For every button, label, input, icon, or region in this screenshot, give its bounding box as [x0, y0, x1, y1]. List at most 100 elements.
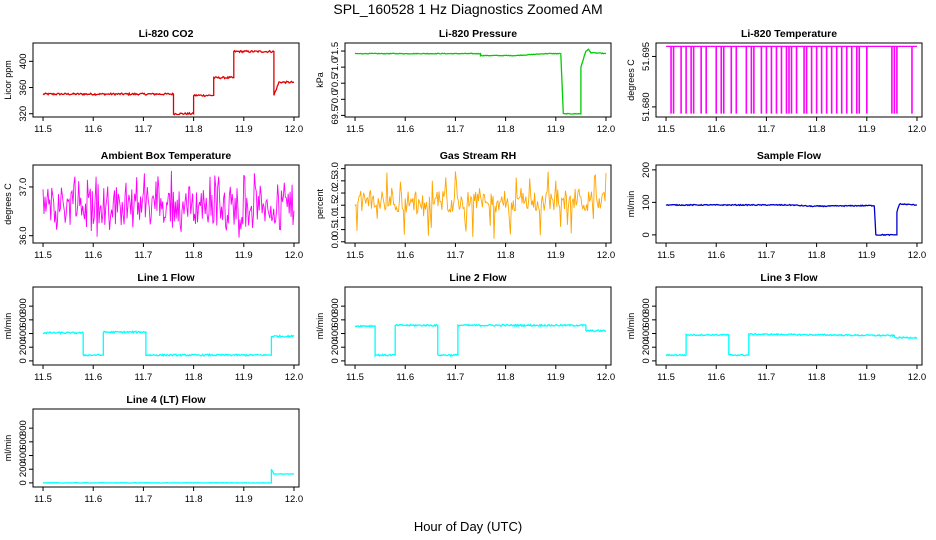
panel-title: Gas Stream RH — [440, 150, 516, 162]
series-group — [354, 48, 607, 115]
plot-frame — [32, 42, 300, 118]
x-tick-label: 11.8 — [808, 124, 826, 135]
y-tick-label: 400 — [18, 326, 29, 342]
y-tick-label: 3.0 — [330, 162, 341, 175]
y-axis-label: degrees C — [626, 59, 636, 101]
x-tick-label: 11.5 — [346, 372, 364, 383]
x-tick-label: 12.0 — [908, 372, 927, 383]
plot-frame — [344, 42, 612, 118]
y-axis-label: ml/min — [3, 313, 13, 340]
x-tick-label: 11.5 — [657, 250, 675, 261]
panel-title: Line 3 Flow — [760, 272, 818, 284]
y-tick-label: 600 — [18, 434, 29, 450]
y-tick-label: 200 — [330, 339, 341, 355]
y-tick-label: 800 — [641, 298, 652, 314]
plot-frame — [32, 286, 300, 366]
panel-pressure: Li-820 Pressure 11.5 11.6 11.7 11.8 11.9 12.0 6… — [315, 28, 615, 135]
y-tick-label: 51.695 — [641, 42, 652, 71]
x-tick-label: 12.0 — [597, 124, 616, 135]
x-tick-label: 11.5 — [34, 124, 52, 135]
y-tick-label: 100 — [641, 194, 652, 210]
panel-boxtemp: Ambient Box Temperature 11.5 11.6 11.7 11.8 1… — [3, 150, 303, 261]
x-tick-label: 11.9 — [235, 372, 253, 383]
series-line — [665, 332, 918, 357]
x-tick-label: 11.7 — [758, 124, 776, 135]
panel-co2: Li-820 CO2 11.5 11.6 11.7 11.8 11.9 12.0 320 360… — [3, 28, 303, 135]
y-tick-label: 71.5 — [330, 42, 341, 61]
x-tick-label: 11.8 — [185, 124, 203, 135]
x-tick-label: 11.6 — [396, 124, 414, 135]
y-tick-label: 0.0 — [330, 235, 341, 248]
plot-frame — [344, 286, 612, 366]
plot-frame — [32, 164, 300, 244]
panel-sample: Sample Flow 11.5 11.6 11.7 11.8 11.9 12.0 0 100 2… — [626, 150, 926, 261]
x-tick-label: 11.6 — [396, 372, 414, 383]
series-line — [354, 48, 607, 115]
x-tick-label: 11.5 — [657, 372, 675, 383]
series-group — [42, 330, 295, 358]
x-tick-label: 11.7 — [135, 124, 153, 135]
y-tick-label: 600 — [330, 312, 341, 328]
y-tick-label: 360 — [18, 80, 29, 96]
x-tick-label: 11.5 — [346, 124, 364, 135]
panels-group: Li-820 CO2 11.5 11.6 11.7 11.8 11.9 12.0 320 360… — [3, 28, 926, 505]
panel-title: Sample Flow — [757, 150, 822, 162]
y-tick-label: 600 — [641, 312, 652, 328]
panel-temp: Li-820 Temperature 11.5 11.6 11.7 11.8 11.9 12… — [626, 28, 926, 135]
y-tick-label: 320 — [18, 106, 29, 122]
y-tick-label: 51.680 — [641, 92, 652, 121]
x-tick-label: 11.8 — [185, 372, 203, 383]
x-tick-label: 11.8 — [808, 372, 826, 383]
x-tick-label: 11.9 — [547, 372, 565, 383]
x-tick-label: 12.0 — [285, 124, 304, 135]
panel-title: Li-820 Pressure — [439, 28, 517, 40]
y-tick-label: 0 — [330, 358, 341, 363]
series-line — [42, 170, 295, 238]
x-tick-label: 11.9 — [547, 124, 565, 135]
y-tick-label: 71.0 — [330, 58, 341, 77]
x-tick-label: 11.9 — [858, 372, 876, 383]
x-tick-label: 12.0 — [285, 250, 304, 261]
x-tick-label: 11.7 — [135, 372, 153, 383]
figure-title: SPL_160528 1 Hz Diagnostics Zoomed AM — [333, 1, 602, 17]
x-tick-label: 11.9 — [235, 494, 253, 505]
x-tick-label: 11.7 — [447, 250, 465, 261]
x-tick-label: 11.6 — [84, 250, 102, 261]
panel-title: Line 4 (LT) Flow — [126, 394, 206, 406]
x-tick-label: 12.0 — [597, 250, 616, 261]
x-tick-label: 12.0 — [908, 250, 927, 261]
y-tick-label: 0.5 — [330, 223, 341, 236]
series-group — [42, 49, 294, 116]
y-tick-label: 0 — [641, 232, 652, 237]
y-axis-label: ml/min — [3, 435, 13, 462]
y-tick-label: 1.5 — [330, 199, 341, 212]
x-tick-label: 11.6 — [84, 494, 102, 505]
series-group — [42, 170, 295, 238]
x-tick-label: 11.6 — [84, 372, 102, 383]
y-axis-label: degrees C — [3, 183, 13, 225]
y-axis-label: kPa — [315, 72, 325, 88]
plot-frame — [32, 408, 300, 488]
x-tick-label: 11.9 — [235, 250, 253, 261]
x-tick-label: 11.5 — [657, 124, 675, 135]
x-tick-label: 11.7 — [758, 372, 776, 383]
y-tick-label: 800 — [18, 298, 29, 314]
y-tick-label: 70.5 — [330, 74, 341, 93]
y-tick-label: 2.0 — [330, 186, 341, 199]
plot-frame — [655, 42, 923, 118]
plot-frame — [344, 164, 612, 244]
y-tick-label: 69.5 — [330, 106, 341, 125]
series-line — [354, 323, 607, 358]
x-tick-label: 11.9 — [235, 124, 253, 135]
panel-title: Ambient Box Temperature — [101, 150, 232, 162]
y-tick-label: 400 — [641, 326, 652, 342]
series-line — [42, 49, 294, 116]
y-tick-label: 0 — [641, 358, 652, 363]
y-tick-label: 37.0 — [18, 178, 29, 197]
x-tick-label: 11.8 — [185, 250, 203, 261]
y-tick-label: 200 — [18, 339, 29, 355]
panel-line4: Line 4 (LT) Flow 11.5 11.6 11.7 11.8 11.9 12.0… — [3, 394, 303, 505]
y-tick-label: 600 — [18, 312, 29, 328]
x-tick-label: 12.0 — [908, 124, 927, 135]
